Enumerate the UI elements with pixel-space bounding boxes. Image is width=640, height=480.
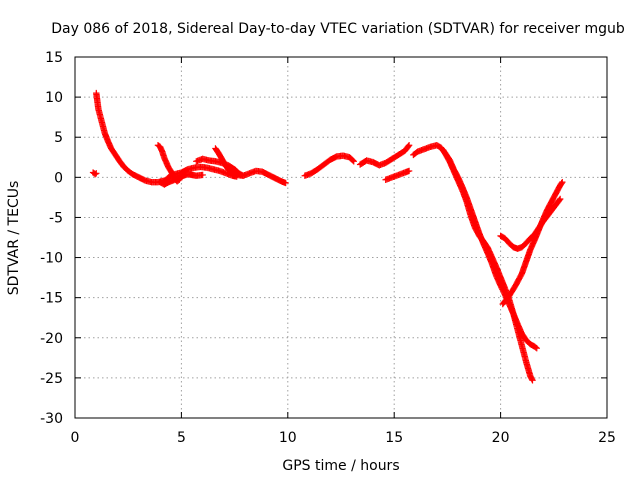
data-point: [199, 171, 206, 179]
x-axis-ticks: 0 5 10 15 20 25: [71, 57, 616, 446]
data-point: [556, 196, 563, 204]
y-tick-label: 10: [45, 90, 63, 106]
data-point: [93, 170, 100, 177]
data-point: [532, 344, 539, 351]
plot-frame: [74, 56, 608, 419]
y-tick-label: -5: [49, 210, 63, 226]
data-point: [405, 142, 413, 149]
data-point: [533, 345, 540, 352]
y-tick-label: 0: [54, 170, 63, 186]
data-point: [529, 377, 536, 384]
y-tick-label: -15: [40, 291, 63, 307]
y-tick-label: 5: [54, 130, 63, 146]
data-points: [89, 89, 566, 384]
data-point: [556, 195, 564, 203]
x-axis-label: GPS time / hours: [282, 458, 399, 474]
y-axis-ticks: 15 10 5 0 -5 -10 -15 -20 -25 -30: [40, 50, 607, 427]
data-point: [350, 158, 357, 165]
y-axis-label: SDTVAR / TECUs: [6, 181, 22, 296]
x-tick-label: 15: [385, 430, 403, 446]
x-tick-label: 5: [177, 430, 186, 446]
data-point: [405, 167, 413, 175]
y-tick-label: 15: [45, 50, 63, 66]
y-tick-label: -25: [40, 371, 63, 387]
data-point: [559, 178, 566, 186]
data-point: [558, 180, 565, 187]
x-tick-label: 20: [492, 430, 510, 446]
data-point: [282, 179, 289, 187]
x-tick-label: 0: [71, 430, 80, 446]
x-tick-label: 25: [598, 430, 616, 446]
data-point: [405, 142, 412, 150]
y-tick-label: -20: [40, 331, 63, 347]
x-tick-label: 10: [279, 430, 297, 446]
y-tick-label: -10: [40, 251, 63, 267]
chart-title: Day 086 of 2018, Sidereal Day-to-day VTE…: [51, 21, 625, 37]
data-point: [349, 157, 357, 164]
data-point: [92, 170, 99, 178]
y-tick-label: -30: [40, 411, 63, 427]
